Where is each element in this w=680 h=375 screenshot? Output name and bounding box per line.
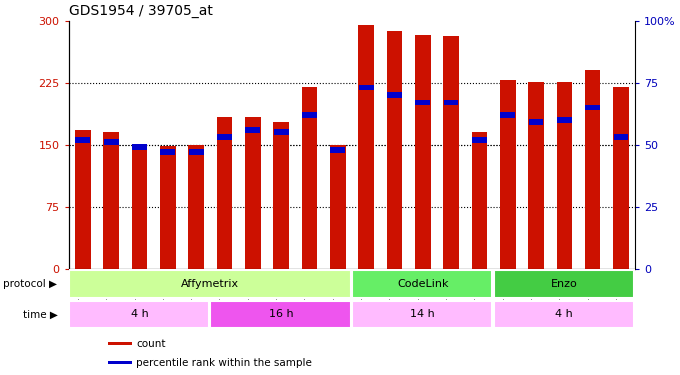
Text: 16 h: 16 h — [269, 309, 294, 319]
Bar — [443, 36, 459, 269]
Bar — [557, 82, 572, 269]
Text: Enzo: Enzo — [551, 279, 578, 289]
Text: GDS1954 / 39705_at: GDS1954 / 39705_at — [69, 4, 213, 18]
Bar — [443, 100, 458, 105]
Bar — [103, 132, 119, 269]
Bar — [75, 137, 90, 142]
FancyBboxPatch shape — [352, 270, 492, 298]
Bar — [217, 134, 232, 140]
Text: count: count — [136, 339, 166, 349]
FancyBboxPatch shape — [494, 301, 634, 328]
Bar — [613, 134, 628, 140]
Bar — [415, 100, 430, 105]
Text: time ▶: time ▶ — [22, 309, 57, 319]
Bar — [75, 130, 90, 269]
FancyBboxPatch shape — [352, 301, 492, 328]
Text: percentile rank within the sample: percentile rank within the sample — [136, 357, 312, 368]
Bar — [188, 145, 204, 269]
Bar — [387, 92, 402, 98]
Text: protocol ▶: protocol ▶ — [3, 279, 57, 289]
Bar — [132, 144, 147, 150]
FancyBboxPatch shape — [69, 301, 209, 328]
FancyBboxPatch shape — [69, 270, 351, 298]
Bar — [528, 82, 544, 269]
Bar — [585, 70, 600, 269]
Bar — [160, 146, 175, 269]
Text: 4 h: 4 h — [556, 309, 573, 319]
Bar — [189, 149, 203, 155]
Text: 4 h: 4 h — [131, 309, 148, 319]
Bar — [217, 117, 233, 269]
Bar — [108, 342, 132, 345]
FancyBboxPatch shape — [494, 270, 634, 298]
Bar — [415, 36, 430, 269]
Text: Affymetrix: Affymetrix — [182, 279, 239, 289]
Bar — [274, 129, 288, 135]
Bar — [585, 105, 600, 110]
Bar — [528, 120, 543, 125]
Bar — [108, 361, 132, 364]
Bar — [359, 85, 373, 90]
Bar — [472, 137, 487, 142]
FancyBboxPatch shape — [210, 301, 351, 328]
Bar — [245, 127, 260, 133]
Bar — [472, 132, 487, 269]
Text: 14 h: 14 h — [410, 309, 435, 319]
Bar — [387, 32, 402, 269]
Bar — [500, 80, 515, 269]
Bar — [104, 139, 118, 145]
Bar — [273, 122, 289, 269]
Bar — [160, 149, 175, 155]
Bar — [358, 25, 374, 269]
Bar — [557, 117, 572, 123]
Bar — [245, 117, 260, 269]
Bar — [613, 87, 629, 269]
Bar — [500, 112, 515, 118]
Bar — [330, 147, 345, 153]
Bar — [132, 146, 148, 269]
Bar — [302, 112, 317, 118]
Bar — [330, 145, 345, 269]
Text: CodeLink: CodeLink — [397, 279, 449, 289]
Bar — [302, 87, 318, 269]
